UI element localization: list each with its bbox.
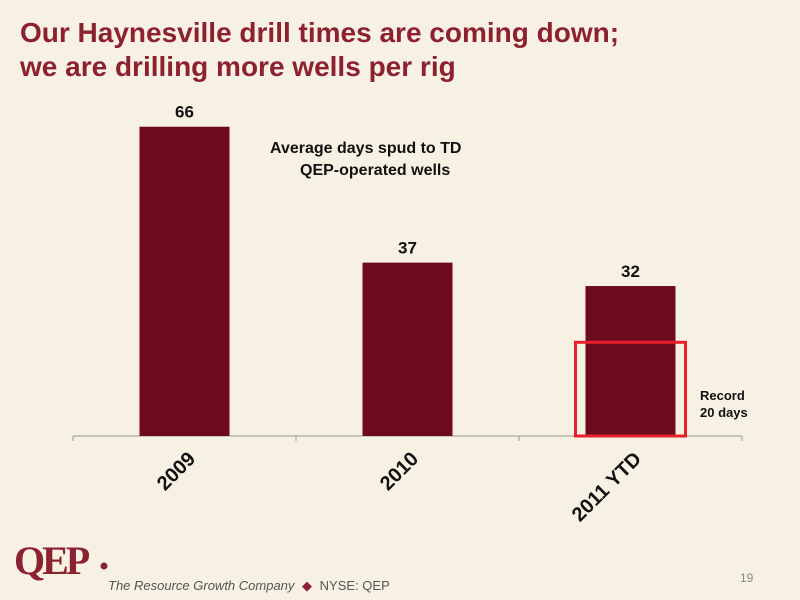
chart-title: Average days spud to TD QEP-operated wel… [270,138,540,182]
footer-tagline: The Resource Growth Company ◆ NYSE: QEP [108,578,390,594]
slide-title-line-1: Our Haynesville drill times are coming d… [20,17,620,48]
data-label: 66 [175,103,194,122]
qep-logo-text: QEP [14,540,90,582]
chart-subtitle: QEP-operated wells [300,162,451,179]
x-tick-label: 2011 YTD [568,448,646,526]
bar-2009 [139,126,230,436]
slide-title-line-2: we are drilling more wells per rig [20,51,456,82]
bar-2010 [362,262,453,436]
data-label: 37 [398,239,417,258]
data-label: 32 [621,262,640,281]
bar-2011-ytd [585,286,676,436]
record-annotation-line-2: 20 days [700,405,748,420]
x-tick-label: 2010 [376,448,423,495]
footer-ticker: NYSE: QEP [319,578,390,593]
record-highlight-box [574,340,687,438]
record-annotation: Record 20 days [700,387,748,421]
chart-title-line-1: Average days spud to TD [270,140,462,157]
logo-dot-icon [100,562,108,570]
footer-company: The Resource Growth Company [108,578,295,593]
page-number: 19 [740,571,754,585]
x-tick-label: 2009 [153,448,200,495]
record-annotation-line-1: Record [700,388,745,403]
slide-title: Our Haynesville drill times are coming d… [20,16,780,84]
diamond-icon: ◆ [302,578,313,593]
qep-logo: QEP [14,540,108,582]
